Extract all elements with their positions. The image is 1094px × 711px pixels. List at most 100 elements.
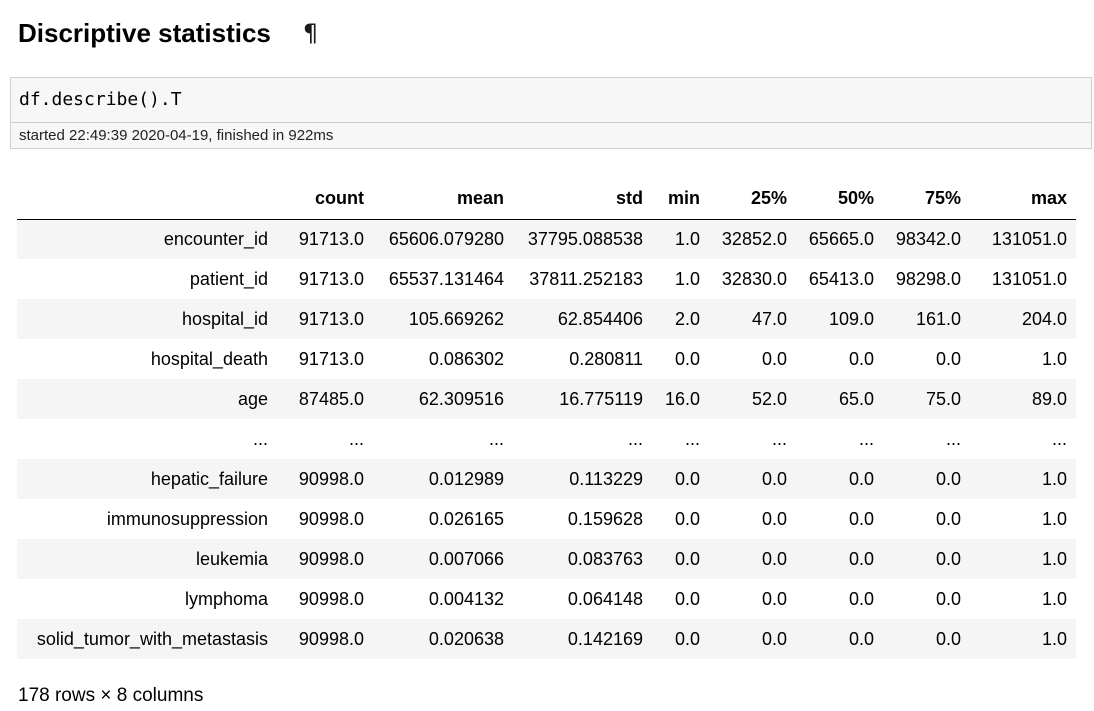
row-index-label: age [237, 388, 268, 409]
table-cell: 62.854406 [557, 308, 643, 329]
table-cell: 0.0 [761, 348, 787, 369]
table-cell: 0.0 [935, 548, 961, 569]
column-header: std [513, 179, 652, 220]
table-cell: 2.0 [674, 308, 700, 329]
table-cell: 0.004132 [428, 588, 504, 609]
column-header: min [652, 179, 709, 220]
table-cell: 0.026165 [428, 508, 504, 529]
table-cell: 0.0 [848, 548, 874, 569]
table-cell: 0.0 [935, 348, 961, 369]
table-cell: ... [1051, 428, 1067, 449]
table-cell: 65606.079280 [388, 228, 504, 249]
table-cell: 0.0 [674, 588, 700, 609]
table-cell: ... [945, 428, 961, 449]
table-cell: 0.0 [935, 508, 961, 529]
row-index-label: ... [252, 428, 268, 449]
table-cell: 65665.0 [808, 228, 874, 249]
table-cell: 0.0 [674, 508, 700, 529]
code-input[interactable]: df.describe().T [11, 78, 1091, 123]
section-heading: Discriptive statistics ¶ [18, 16, 318, 50]
table-cell: 0.159628 [567, 508, 643, 529]
row-index-label: leukemia [195, 548, 268, 569]
table-cell: 91713.0 [298, 308, 364, 329]
table-cell: ... [771, 428, 787, 449]
table-cell: 1.0 [1041, 508, 1067, 529]
table-cell: 91713.0 [298, 228, 364, 249]
table-cell: 0.0 [761, 508, 787, 529]
row-index-label: encounter_id [163, 228, 268, 249]
table-cell: 89.0 [1031, 388, 1067, 409]
table-row: hospital_id 91713.0 105.669262 62.854406 2.0… [17, 299, 1076, 339]
column-header: count [277, 179, 373, 220]
column-header: max [970, 179, 1076, 220]
table-cell: 0.0 [674, 628, 700, 649]
table-cell: 1.0 [674, 228, 700, 249]
table-cell: 91713.0 [298, 268, 364, 289]
table-cell: 109.0 [828, 308, 874, 329]
column-header: 75% [883, 179, 970, 220]
table-cell: 0.0 [848, 508, 874, 529]
table-cell: 98342.0 [895, 228, 961, 249]
table-cell: 90998.0 [298, 468, 364, 489]
table-cell: 1.0 [1041, 628, 1067, 649]
row-index-label: hepatic_failure [150, 468, 268, 489]
column-header: 50% [796, 179, 883, 220]
page-title: Discriptive statistics [18, 17, 271, 48]
table-cell: 1.0 [674, 268, 700, 289]
table-cell: 90998.0 [298, 508, 364, 529]
table-cell: 0.142169 [567, 628, 643, 649]
table-cell: 32852.0 [721, 228, 787, 249]
pilcrow-anchor-icon[interactable]: ¶ [302, 19, 319, 47]
table-cell: 0.0 [761, 468, 787, 489]
row-index-label: hospital_death [150, 348, 268, 369]
table-cell: ... [684, 428, 700, 449]
table-cell: 91713.0 [298, 348, 364, 369]
table-cell: 0.064148 [567, 588, 643, 609]
table-cell: 0.020638 [428, 628, 504, 649]
table-cell: 1.0 [1041, 548, 1067, 569]
table-row: leukemia 90998.0 0.007066 0.083763 0.0 0.0 0.0… [17, 539, 1076, 579]
code-cell[interactable]: df.describe().T started 22:49:39 2020-04… [10, 77, 1092, 149]
table-cell: 37795.088538 [527, 228, 643, 249]
table-cell: 1.0 [1041, 348, 1067, 369]
table-cell: 0.280811 [569, 348, 643, 369]
table-cell: 52.0 [751, 388, 787, 409]
table-cell: 0.0 [761, 548, 787, 569]
table-cell: 0.0 [761, 628, 787, 649]
table-cell: ... [488, 428, 504, 449]
table-cell: 0.007066 [428, 548, 504, 569]
table-cell: 32830.0 [721, 268, 787, 289]
table-cell: 1.0 [1041, 588, 1067, 609]
dataframe-shape-label: 178 rows × 8 columns [18, 685, 204, 706]
table-cell: 16.0 [664, 388, 700, 409]
table-cell: 0.0 [674, 548, 700, 569]
table-cell: 90998.0 [298, 548, 364, 569]
table-cell: ... [627, 428, 643, 449]
table-cell: 161.0 [915, 308, 961, 329]
table-row: age 87485.0 62.309516 16.775119 16.0 52.0 65.0… [17, 379, 1076, 419]
table-row: lymphoma 90998.0 0.004132 0.064148 0.0 0.0 0.0… [17, 579, 1076, 619]
table-row: hepatic_failure 90998.0 0.012989 0.113229 0.… [17, 459, 1076, 499]
table-cell: 131051.0 [991, 268, 1067, 289]
table-row: hospital_death 91713.0 0.086302 0.280811 0.0… [17, 339, 1076, 379]
table-header-row: count mean std min 25% 50% 75% max [17, 179, 1076, 220]
table-cell: 0.083763 [567, 548, 643, 569]
table-cell: 0.0 [935, 628, 961, 649]
table-cell: 47.0 [751, 308, 787, 329]
table-cell: 65.0 [838, 388, 874, 409]
table-cell: 0.0 [848, 628, 874, 649]
column-header: 25% [709, 179, 796, 220]
table-cell: 204.0 [1021, 308, 1067, 329]
table-cell: 131051.0 [991, 228, 1067, 249]
table-cell: 0.113229 [569, 468, 643, 489]
table-cell: 62.309516 [418, 388, 504, 409]
table-cell: 90998.0 [298, 628, 364, 649]
table-cell: 65413.0 [808, 268, 874, 289]
table-cell: 75.0 [925, 388, 961, 409]
row-index-label: solid_tumor_with_metastasis [36, 628, 268, 649]
table-cell: ... [348, 428, 364, 449]
row-index-label: patient_id [189, 268, 268, 289]
table-cell: 0.012989 [428, 468, 504, 489]
table-cell: 0.0 [935, 468, 961, 489]
describe-table: count mean std min 25% 50% 75% max encou… [17, 179, 1076, 659]
